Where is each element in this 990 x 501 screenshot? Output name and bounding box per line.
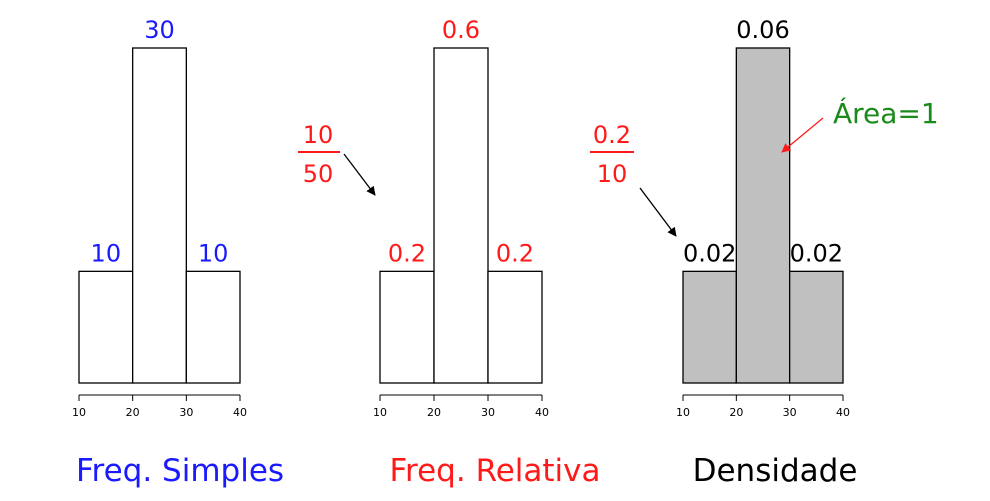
bar-value-label: 0.2 [388, 239, 426, 267]
bar-value-label: 0.2 [496, 239, 534, 267]
x-tick-label: 20 [126, 406, 140, 419]
histogram-bar [735, 47, 791, 384]
histogram-bar [433, 47, 489, 384]
histogram-bar [789, 270, 844, 384]
fraction-denominator: 10 [597, 160, 628, 188]
chart-title: Freq. Relativa [389, 453, 600, 489]
bar-value-label: 10 [91, 239, 122, 267]
x-tick-label: 30 [179, 406, 193, 419]
x-tick-label: 40 [535, 406, 549, 419]
fraction-arrow [639, 187, 677, 237]
histogram-bar [132, 47, 187, 384]
area-annotation: Área=1 [781, 96, 939, 153]
fraction-arrow [343, 153, 376, 196]
histogram-bar [185, 270, 241, 384]
bar-value-label: 10 [198, 239, 229, 267]
x-tick-label: 30 [481, 406, 495, 419]
panel-freq-simples: 10 30 10 10 20 30 40 Freq. Simples [72, 16, 284, 489]
panel-densidade: 0.02 0.06 0.02 10 20 30 40 Densidade [676, 16, 857, 489]
bar-value-label: 0.06 [736, 16, 789, 44]
x-tick-label: 10 [72, 406, 86, 419]
x-tick-label: 20 [427, 406, 441, 419]
fraction-denominator: 50 [303, 160, 334, 188]
fraction-numerator: 0.2 [593, 121, 631, 149]
bar-value-label: 0.02 [683, 239, 736, 267]
x-tick-label: 10 [373, 406, 387, 419]
fraction-annotation-densidade: 0.2 10 [590, 121, 677, 237]
histogram-bar [379, 270, 435, 384]
panel-freq-relativa: 0.2 0.6 0.2 10 20 30 40 Freq. Relativa [373, 16, 601, 489]
histogram-bar [682, 270, 737, 384]
chart-title: Freq. Simples [76, 453, 284, 489]
area-arrow [781, 117, 824, 153]
histogram-bar [78, 270, 134, 384]
chart-title: Densidade [693, 453, 858, 489]
bar-value-label: 0.02 [790, 239, 843, 267]
x-tick-label: 10 [676, 406, 690, 419]
fraction-numerator: 10 [303, 121, 334, 149]
fraction-annotation-relativa: 10 50 [298, 121, 376, 196]
x-tick-label: 40 [836, 406, 850, 419]
area-note-text: Área=1 [833, 96, 939, 130]
bar-value-label: 0.6 [442, 16, 480, 44]
x-tick-label: 20 [729, 406, 743, 419]
histogram-bar [487, 270, 543, 384]
x-tick-label: 30 [783, 406, 797, 419]
bar-value-label: 30 [144, 16, 175, 44]
x-tick-label: 40 [233, 406, 247, 419]
